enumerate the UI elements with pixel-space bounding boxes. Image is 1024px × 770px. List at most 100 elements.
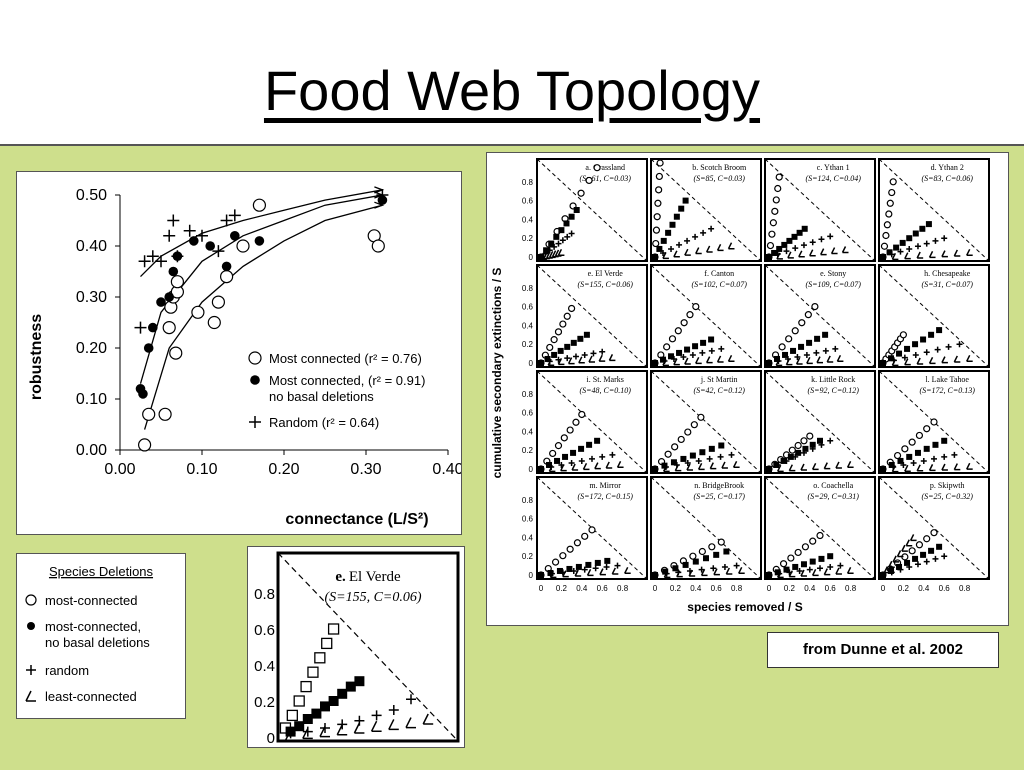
x-tick-label: 0.6 [939,584,951,593]
data-point [673,213,680,220]
data-point [656,245,663,252]
data-point [689,351,696,358]
x-tick-label: 0.20 [268,461,299,478]
data-point [690,421,698,429]
data-point [928,547,935,554]
y-tick-label: 0.6 [522,197,534,206]
panel-stats: (S=31, C=0.07) [921,280,973,289]
data-point [345,681,356,692]
data-point [941,463,948,471]
data-point [885,210,893,218]
data-point [676,349,683,356]
data-point [554,442,563,450]
panel-title: e. El Verde [588,269,624,278]
data-point [936,327,943,334]
data-point [653,213,661,221]
data-point [544,355,551,362]
data-point [879,571,886,579]
x-tick-label: 0.00 [104,461,135,478]
data-point [771,207,779,215]
panel-title: a. Grassland [585,163,625,172]
data-point [787,554,795,562]
panel-title: c. Ythan 1 [817,163,850,172]
data-point [651,253,658,261]
panel-title: j. St Martin [700,375,738,384]
data-point [546,343,554,352]
data-point [930,529,938,537]
data-point [827,437,834,444]
data-point [811,303,819,311]
data-point [573,207,580,213]
data-point [794,353,801,360]
data-point [710,565,717,572]
data-point [846,566,854,575]
data-point [651,571,658,579]
data-point [557,248,565,257]
data-point [700,229,707,236]
data-point [841,246,849,254]
x-tick-label: 0.40 [432,461,461,478]
data-point [932,237,939,244]
data-point [692,558,699,565]
data-point [560,434,568,442]
data-point [700,339,707,346]
data-point [624,566,631,575]
data-point [941,250,948,258]
data-point [803,351,810,358]
data-point [912,555,919,562]
data-point [183,224,196,237]
panel-frame [650,476,762,580]
data-point [904,358,911,366]
data-point [155,255,167,268]
data-point [713,568,720,576]
data-point [556,567,563,574]
data-point [798,319,806,327]
data-point [680,455,687,462]
y-tick-label: 0.2 [522,234,534,243]
y-tick-label: 0.4 [522,427,534,436]
data-point [827,563,834,570]
panel-stats: (S=29, C=0.31) [807,492,859,501]
y-tick-label: 0.8 [254,586,275,603]
data-point [766,241,775,250]
data-point [668,335,677,343]
data-point [684,346,691,353]
data-point [798,343,805,350]
data-point [835,461,842,469]
data-point [774,184,782,193]
legend-label: Most connected (r² = 0.76) [269,351,422,366]
data-point [796,229,803,236]
data-point [196,229,208,242]
data-point [665,229,672,236]
data-point [930,418,938,426]
data-point [551,558,560,566]
data-point [908,547,916,555]
data-point [886,199,894,207]
data-point [800,437,808,445]
data-point [578,410,586,419]
data-point [908,438,916,446]
data-point [923,240,930,247]
data-point [809,239,816,246]
legend-marker [248,351,262,365]
grid-x-axis-label: species removed / S [687,600,802,614]
data-point [941,453,948,460]
data-point [919,225,926,232]
data-point [674,464,682,472]
data-point [809,537,817,545]
data-point [559,320,567,328]
robustness-legend: Most connected (r² = 0.76) Most connected… [248,351,425,430]
data-point [905,539,913,547]
data-point [563,220,570,227]
data-point [189,236,199,246]
data-point [818,236,825,243]
data-point [883,566,891,574]
data-point [966,248,973,257]
data-point [769,219,777,227]
data-point [585,176,593,185]
x-tick-label: 0.8 [845,584,857,593]
panel-title: h. Chesapeake [924,269,971,278]
data-point [371,239,385,253]
y-tick-label: 0.4 [522,321,534,330]
data-point [566,426,574,434]
